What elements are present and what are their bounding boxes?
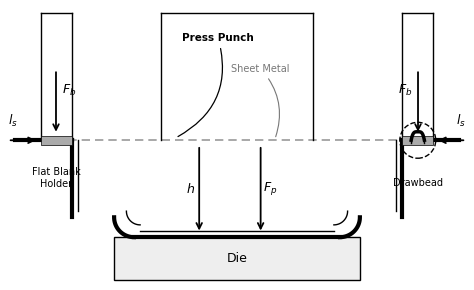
Text: $F_p$: $F_p$ — [263, 180, 277, 197]
Text: $F_b$: $F_b$ — [398, 83, 412, 98]
Text: Sheet Metal: Sheet Metal — [231, 64, 290, 137]
Text: Flat Blank
Holder: Flat Blank Holder — [32, 167, 81, 189]
Text: $l_s$: $l_s$ — [456, 113, 466, 129]
Bar — [402, 136, 433, 144]
Text: Press Punch: Press Punch — [178, 33, 254, 137]
Text: Die: Die — [227, 252, 247, 265]
Bar — [41, 136, 72, 144]
Text: $h$: $h$ — [186, 182, 195, 196]
Text: $F_b$: $F_b$ — [62, 83, 76, 98]
Text: Drawbead: Drawbead — [393, 178, 443, 188]
Bar — [114, 237, 360, 280]
Text: $l_s$: $l_s$ — [8, 113, 18, 129]
